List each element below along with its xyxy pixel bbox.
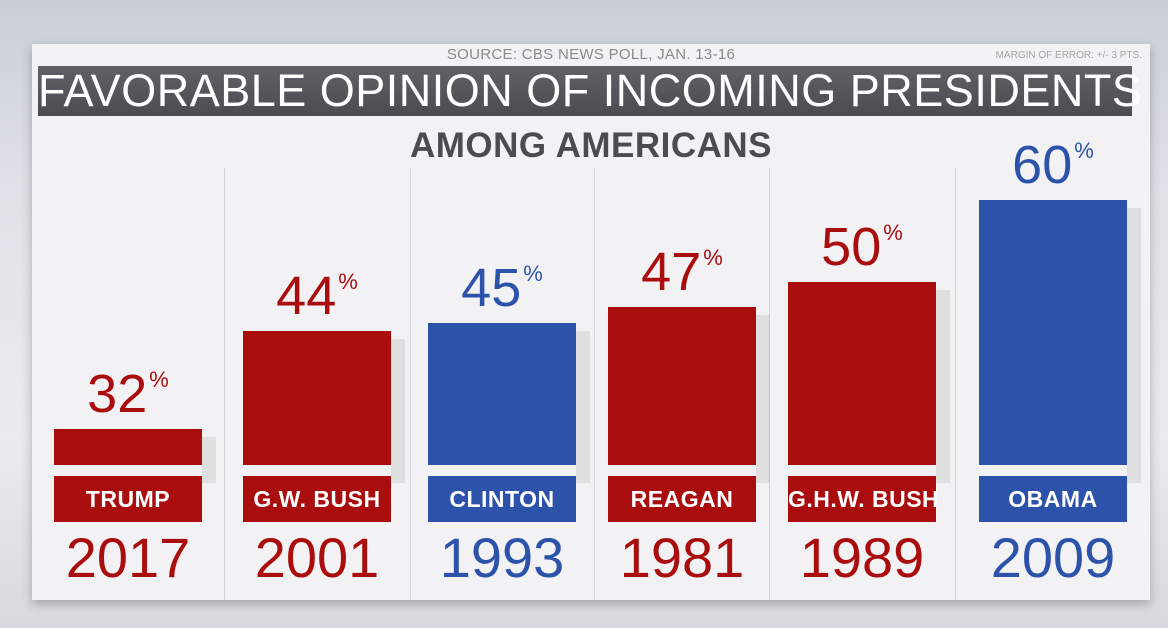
bar-clinton	[428, 323, 576, 465]
value-label: 60%	[959, 138, 1147, 192]
value-label: 50%	[768, 220, 956, 274]
bar-reagan	[608, 307, 756, 465]
value-unit: %	[703, 245, 723, 270]
value-label: 32%	[34, 367, 222, 421]
value-label: 45%	[408, 261, 596, 315]
margin-of-error-note: MARGIN OF ERROR: +/- 3 PTS.	[995, 50, 1142, 61]
bar-trump	[54, 429, 202, 465]
president-name-tag: REAGAN	[608, 476, 756, 522]
bar-g-w-bush	[243, 331, 391, 465]
value-number: 50	[821, 217, 882, 277]
chart-board: SOURCE: CBS NEWS POLL, JAN. 13-16 MARGIN…	[32, 44, 1150, 600]
bar-shadow	[936, 290, 950, 483]
value-number: 45	[461, 258, 522, 318]
bar-shadow	[756, 315, 770, 483]
value-number: 47	[641, 242, 702, 302]
source-note: SOURCE: CBS NEWS POLL, JAN. 13-16	[446, 46, 736, 63]
chart-subtitle: AMONG AMERICANS	[409, 126, 773, 165]
column-divider	[594, 168, 595, 600]
year-tick-label: 2001	[254, 526, 380, 589]
column-divider	[410, 168, 411, 600]
president-name-tag: OBAMA	[979, 476, 1127, 522]
column-divider	[955, 168, 956, 600]
year-tick-label: 2017	[65, 526, 191, 589]
bar-shadow	[576, 331, 590, 483]
year-tick-label: 1993	[439, 526, 565, 589]
president-name-tag: CLINTON	[428, 476, 576, 522]
value-unit: %	[338, 269, 358, 294]
year-tick-label: 2009	[990, 526, 1116, 589]
column-divider	[769, 168, 770, 600]
bar-shadow	[1127, 208, 1141, 483]
value-number: 44	[276, 266, 337, 326]
year-tick-label: 1989	[799, 526, 925, 589]
value-number: 32	[87, 364, 148, 424]
column-divider	[224, 168, 225, 600]
value-unit: %	[523, 261, 543, 286]
value-unit: %	[1074, 138, 1094, 163]
year-tick-label: 1981	[619, 526, 745, 589]
bar-shadow	[391, 339, 405, 483]
bar-obama	[979, 200, 1127, 465]
president-name-tag: G.W. BUSH	[243, 476, 391, 522]
president-name-tag: TRUMP	[54, 476, 202, 522]
value-label: 47%	[588, 245, 776, 299]
value-label: 44%	[223, 269, 411, 323]
bar-g-h-w-bush	[788, 282, 936, 465]
bar-shadow	[202, 437, 216, 483]
president-name-tag: G.H.W. BUSH	[788, 476, 939, 522]
value-number: 60	[1012, 135, 1073, 195]
value-unit: %	[149, 367, 169, 392]
value-unit: %	[883, 220, 903, 245]
chart-title: FAVORABLE OPINION OF INCOMING PRESIDENTS	[38, 65, 1143, 116]
